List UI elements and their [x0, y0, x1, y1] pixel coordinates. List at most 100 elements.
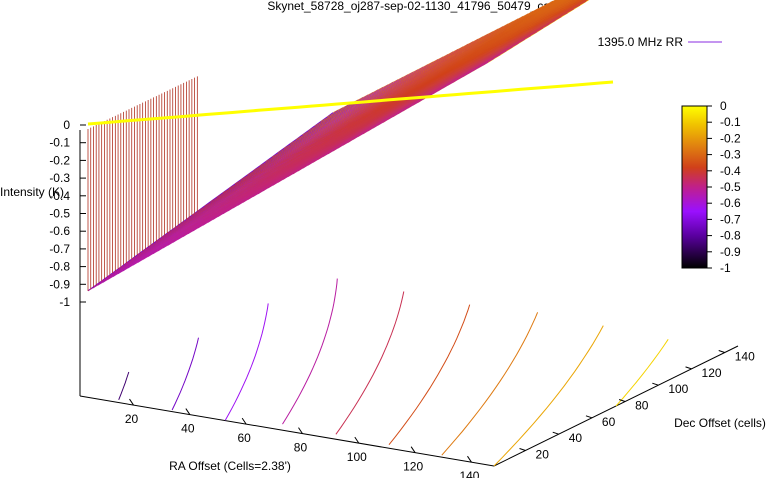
colorbar: 0 -0.1 -0.2 -0.3 -0.4 -0.5 -0.6 -0.7 -0.8 -0.9 -1: [681, 99, 741, 275]
colorbar-tick-label: -0.6: [720, 196, 741, 210]
x-tick-label: 40: [181, 422, 195, 436]
contour-lines: [118, 278, 669, 467]
surface-line: [296, 0, 568, 140]
z-tick-label: -0.4: [49, 189, 70, 203]
contour-line: [388, 304, 471, 446]
z-tick-label: -1: [59, 295, 70, 309]
surface-line: [198, 0, 588, 212]
x-tick-label: 140: [459, 469, 479, 478]
contour-line: [282, 278, 338, 425]
colorbar-tick-label: 0: [720, 99, 727, 113]
contour-line: [493, 325, 604, 467]
contour-line: [224, 303, 269, 421]
base-frame: [79, 130, 739, 467]
colorbar-tick-label: -0.1: [720, 115, 741, 129]
contour-line: [441, 312, 539, 456]
colorbar-gradient: [681, 105, 708, 269]
surface-line: [106, 50, 507, 278]
surface-line: [387, 0, 574, 120]
surface-line: [210, 0, 586, 203]
surface-line: [130, 35, 532, 261]
y-tick-label: 100: [668, 382, 688, 396]
x-tick-mark: [298, 427, 303, 434]
z-tick-label: 0: [63, 118, 70, 132]
y-axis-ticks: 20 40 60 80 100 120 140: [519, 350, 755, 461]
y-tick-mark: [519, 448, 526, 451]
x-tick-label: 60: [237, 431, 251, 445]
surface-line: [392, 0, 575, 118]
x-tick-label: 120: [403, 460, 423, 474]
y-tick-label: 40: [569, 431, 583, 445]
x-tick-mark: [467, 455, 472, 463]
z-tick-label: -0.9: [49, 277, 70, 291]
surface-line: [155, 20, 556, 243]
surface-line: [87, 62, 489, 292]
z-tick-label: -0.2: [49, 153, 70, 167]
colorbar-tick-label: -0.2: [720, 131, 741, 145]
colorbar-tick-label: -0.9: [720, 245, 741, 259]
surface-line: [228, 0, 583, 189]
y-tick-mark: [618, 399, 626, 402]
y-tick-label: 20: [536, 447, 550, 461]
surface-line: [142, 27, 544, 252]
surface-line: [222, 0, 584, 194]
surface-mesh: [87, 0, 590, 292]
y-axis-label: Dec Offset (cells): [674, 416, 766, 430]
surface-line: [240, 0, 580, 180]
surface-line: [179, 4, 581, 225]
legend-label: 1395.0 MHz RR: [598, 35, 684, 49]
x-tick-mark: [241, 417, 247, 425]
ridge-line-path: [87, 80, 614, 126]
colorbar-tick-label: -0.8: [720, 229, 741, 243]
colorbar-tick-label: -0.4: [720, 164, 741, 178]
surface-line: [377, 0, 572, 126]
surface-line: [149, 23, 550, 247]
surface-line: [314, 0, 562, 127]
surface-line: [167, 12, 568, 234]
z-tick-label: -0.7: [49, 242, 70, 256]
contour-line: [171, 337, 199, 411]
surface-line: [259, 0, 577, 167]
y-tick-mark: [685, 366, 692, 370]
surface-line: [118, 42, 519, 269]
surface-line: [234, 0, 582, 185]
x-axis-ticks: 20 40 60 80 100 120 140: [125, 398, 480, 478]
x-tick-mark: [410, 446, 416, 453]
ridge-line: [87, 80, 614, 126]
surface-line: [283, 0, 571, 149]
colorbar-ticks: 0 -0.1 -0.2 -0.3 -0.4 -0.5 -0.6 -0.7 -0.8 -0.9 -1: [707, 99, 741, 275]
chart-title: Skynet_58728_oj287-sep-02-1130_41796_504…: [267, 0, 552, 13]
x-axis-label: RA Offset (Cells=2.38'): [169, 459, 291, 473]
colorbar-tick-label: -1: [720, 261, 731, 275]
z-axis-label: Intensity (K): [0, 185, 64, 199]
surface-line: [216, 0, 585, 198]
surface-line: [289, 0, 569, 145]
y-tick-label: 60: [602, 415, 616, 429]
contour-line: [118, 371, 130, 400]
surface-line: [308, 0, 564, 131]
surface-line: [326, 0, 559, 118]
x-tick-label: 100: [347, 450, 367, 464]
z-tick-label: -0.3: [49, 171, 70, 185]
surface-line: [271, 0, 574, 158]
x-tick-mark: [354, 436, 360, 444]
colorbar-tick-label: -0.7: [720, 212, 741, 226]
z-tick-label: -0.5: [49, 207, 70, 221]
z-tick-label: -0.8: [49, 260, 70, 274]
surface-line: [367, 0, 570, 132]
y-tick-label: 140: [735, 350, 755, 364]
surface-line: [112, 46, 513, 274]
surface-line: [277, 0, 572, 154]
y-tick-mark: [552, 431, 559, 435]
legend: 1395.0 MHz RR: [598, 35, 722, 49]
colorbar-tick-label: -0.5: [720, 180, 741, 194]
surface-line: [124, 39, 525, 265]
surface-line: [265, 0, 575, 162]
surface-line: [191, 0, 589, 216]
surface-line: [161, 16, 562, 238]
surface-line: [332, 0, 557, 113]
y-tick-label: 120: [702, 366, 722, 380]
z-axis-ticks: 0 -0.1 -0.2 -0.3 -0.4 -0.5 -0.6 -0.7 -0.8 -0.9 -1: [49, 118, 86, 309]
surface-line: [382, 0, 573, 123]
surface-line: [362, 0, 569, 135]
